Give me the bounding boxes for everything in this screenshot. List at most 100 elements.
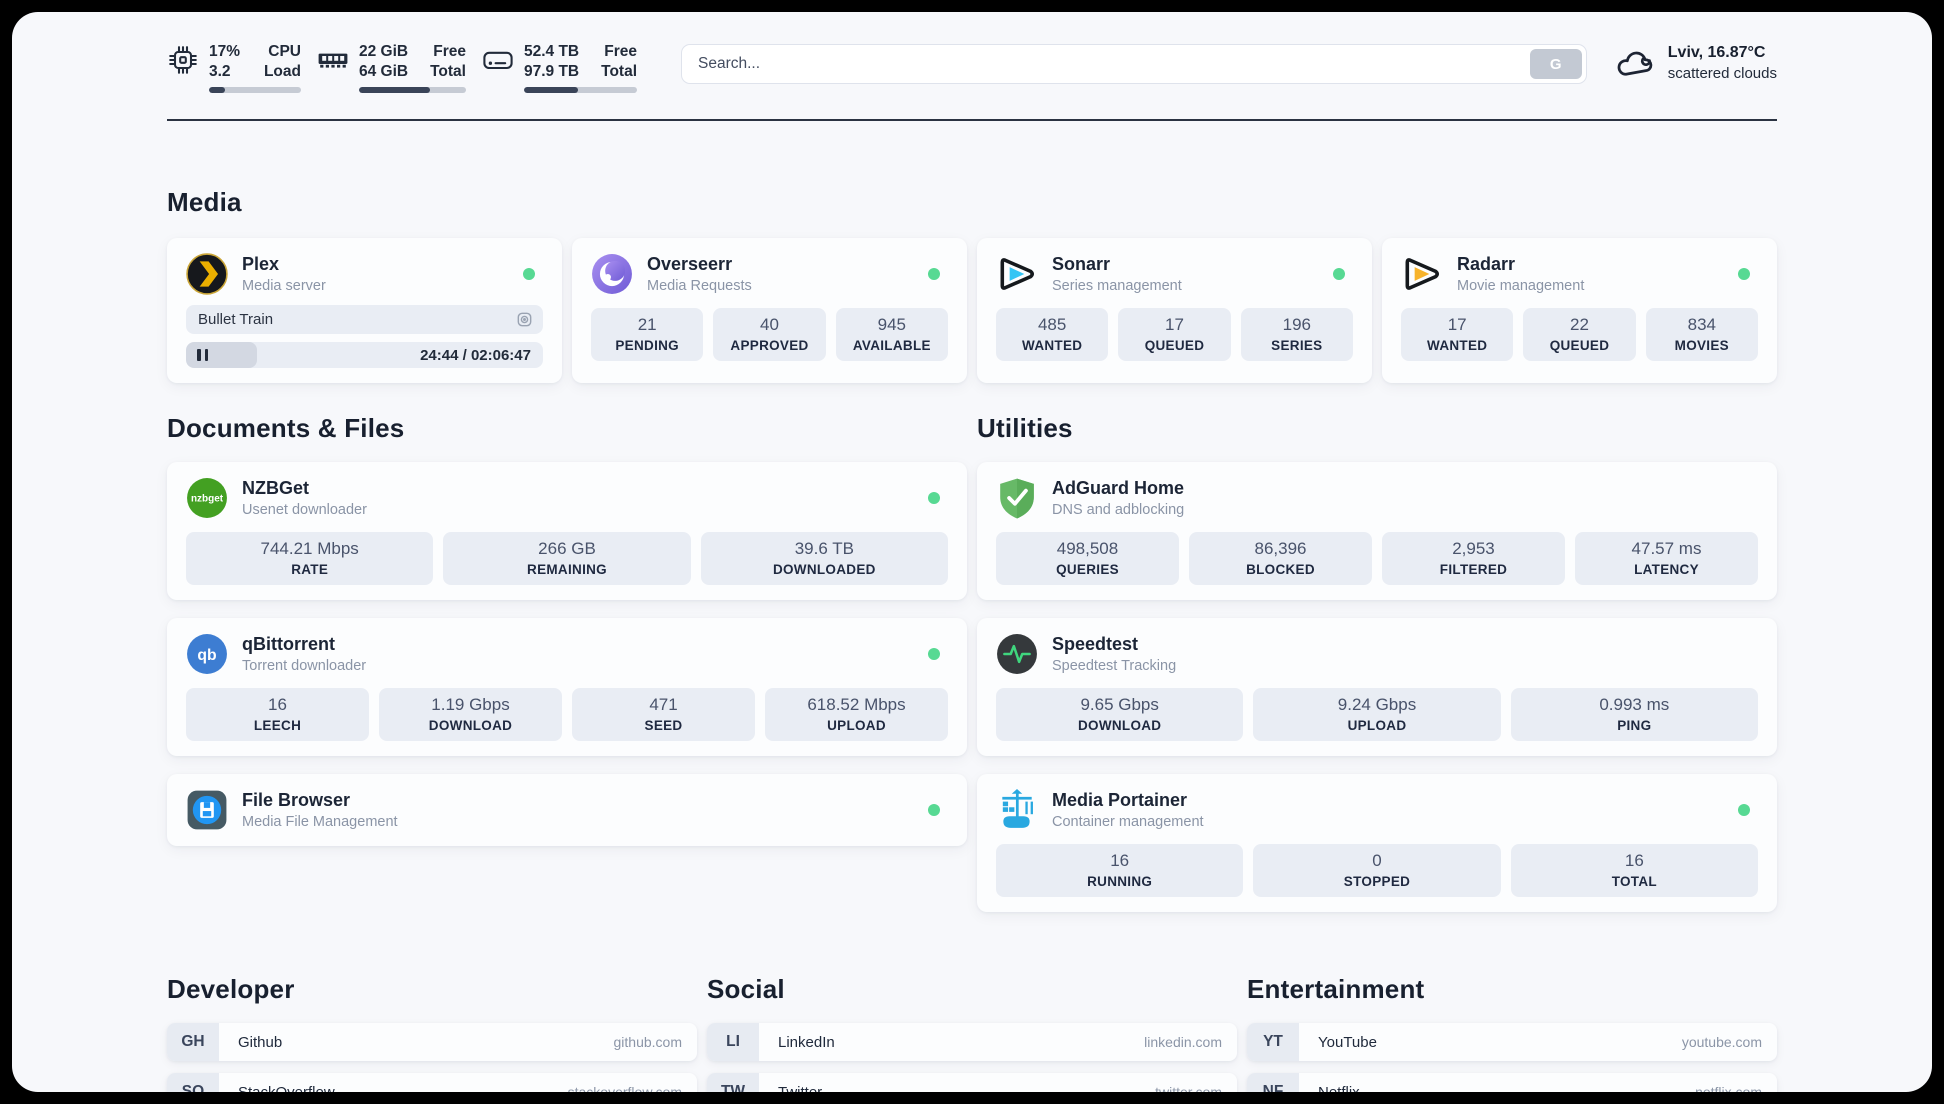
stat-pill-available: 945 AVAILABLE xyxy=(835,308,948,362)
weather-condition: scattered clouds xyxy=(1667,65,1777,82)
stat-pill-wanted: 485 WANTED xyxy=(996,308,1109,362)
stat-value: 0 xyxy=(1372,851,1382,871)
app-card-qbittorrent[interactable]: qb qBittorrent Torrent downloader 16 LEECH 1.… xyxy=(167,618,967,757)
app-title-block: Overseerr Media Requests xyxy=(647,254,752,294)
stat-pill-ping: 0.993 ms PING xyxy=(1510,688,1758,742)
stat-value: 0.993 ms xyxy=(1599,695,1670,715)
bookmark-url: youtube.com xyxy=(1681,1034,1762,1051)
now-playing-title: Bullet Train xyxy=(198,311,274,329)
utilities-section-title: Utilities xyxy=(977,413,1073,444)
bookmark-abbr-badge: GH xyxy=(167,1023,219,1062)
app-title-block: NZBGet Usenet downloader xyxy=(242,478,367,518)
search-engine-button[interactable]: G xyxy=(1529,49,1582,79)
overseerr-icon xyxy=(591,253,633,295)
disk-label-top: Free xyxy=(604,43,637,60)
ram-label-top: Free xyxy=(433,43,466,60)
app-header: nzbget NZBGet Usenet downloader xyxy=(186,477,948,519)
adguard-icon xyxy=(996,477,1038,519)
bookmark-url: linkedin.com xyxy=(1144,1034,1222,1051)
app-card-speedtest[interactable]: Speedtest Speedtest Tracking 9.65 Gbps DOWN… xyxy=(977,618,1777,757)
search-input[interactable] xyxy=(681,44,1587,84)
stat-pill-blocked: 86,396 BLOCKED xyxy=(1189,532,1372,586)
bookmark-group-title: Developer xyxy=(167,974,295,1005)
stat-value: 16 xyxy=(1624,851,1644,871)
stat-pill-total: 16 TOTAL xyxy=(1510,844,1758,898)
disk-progress-bar xyxy=(523,87,637,94)
bookmark-link-linkedin[interactable]: LI LinkedIn linkedin.com xyxy=(707,1023,1237,1062)
stat-value: 47.57 ms xyxy=(1631,539,1702,559)
stat-pill-latency: 47.57 ms LATENCY xyxy=(1575,532,1758,586)
cpu-label-bottom: Load xyxy=(263,63,301,81)
app-title-block: File Browser Media File Management xyxy=(242,790,398,830)
stat-label: BLOCKED xyxy=(1246,562,1315,578)
app-card-filebrowser[interactable]: File Browser Media File Management xyxy=(167,774,967,847)
bookmark-url: github.com xyxy=(613,1034,682,1051)
cpu-label-top: CPU xyxy=(268,43,301,60)
media-player-bar[interactable]: 24:44 / 02:06:47 xyxy=(186,342,543,369)
pause-icon[interactable] xyxy=(197,349,208,362)
app-title-block: Speedtest Speedtest Tracking xyxy=(1052,634,1176,674)
cpu-stat: 17% CPU 3.2 Load xyxy=(167,42,301,94)
app-card-sonarr[interactable]: Sonarr Series management 485 WANTED 17 QUEUED… xyxy=(977,238,1372,384)
stat-pill-movies: 834 MOVIES xyxy=(1645,308,1758,362)
cpu-load-value: 3.2 xyxy=(209,63,231,81)
bookmark-name: YouTube xyxy=(1318,1033,1377,1051)
stat-label: FILTERED xyxy=(1439,562,1508,578)
bookmark-url: stackoverflow.com xyxy=(568,1084,682,1092)
app-stats-row: 498,508 QUERIES 86,396 BLOCKED 2,953 FILTERED… xyxy=(996,532,1758,586)
status-dot-online xyxy=(1738,804,1750,817)
session-icon[interactable] xyxy=(515,310,534,329)
disk-icon xyxy=(482,44,514,76)
app-name: Plex xyxy=(242,254,280,275)
app-title-block: Radarr Movie management xyxy=(1457,254,1584,294)
bookmark-abbr-badge: LI xyxy=(707,1023,759,1062)
app-header: Media Portainer Container management xyxy=(996,789,1758,831)
app-card-adguard[interactable]: AdGuard Home DNS and adblocking 498,508 QUE… xyxy=(977,462,1777,601)
app-header: Plex Media server xyxy=(186,253,543,296)
app-stats-row: 16 LEECH 1.19 Gbps DOWNLOAD 471 SEED 618.52 Mb… xyxy=(186,688,948,742)
bookmark-link-youtube[interactable]: YT YouTube youtube.com xyxy=(1247,1023,1777,1062)
bookmark-group-title: Social xyxy=(707,974,785,1005)
stat-value: 9.65 Gbps xyxy=(1080,695,1159,715)
stat-label: DOWNLOADED xyxy=(772,562,876,578)
app-stats-row: 16 RUNNING 0 STOPPED 16 TOTAL xyxy=(996,844,1758,898)
stat-label: QUEUED xyxy=(1144,338,1205,354)
stat-label: PING xyxy=(1617,718,1652,734)
stat-pill-remaining: 266 GB REMAINING xyxy=(443,532,691,586)
stat-label: WANTED xyxy=(1427,338,1488,354)
app-card-nzbget[interactable]: nzbget NZBGet Usenet downloader 744.21 Mbps… xyxy=(167,462,967,601)
app-stats-row: 744.21 Mbps RATE 266 GB REMAINING 39.6 TB DOW… xyxy=(186,532,948,586)
app-name: NZBGet xyxy=(242,478,309,499)
stat-label: AVAILABLE xyxy=(852,338,931,354)
app-card-overseerr[interactable]: Overseerr Media Requests 21 PENDING 40 APPROV… xyxy=(572,238,967,384)
stat-value: 21 xyxy=(637,315,657,335)
app-card-portainer[interactable]: Media Portainer Container management 16 RUN… xyxy=(977,774,1777,913)
app-card-plex[interactable]: Plex Media server Bullet Train 24:44 / 02:0… xyxy=(167,238,562,384)
stat-label: RUNNING xyxy=(1087,874,1153,890)
app-header: Radarr Movie management xyxy=(1401,253,1758,295)
app-header: Speedtest Speedtest Tracking xyxy=(996,633,1758,675)
stat-pill-series: 196 SERIES xyxy=(1240,308,1353,362)
dashboard-page: 17% CPU 3.2 Load xyxy=(12,12,1932,1092)
documents-section-title: Documents & Files xyxy=(167,413,405,444)
app-header: AdGuard Home DNS and adblocking xyxy=(996,477,1758,519)
bookmark-link-twitter[interactable]: TW Twitter twitter.com xyxy=(707,1073,1237,1092)
bookmark-link-github[interactable]: GH Github github.com xyxy=(167,1023,697,1062)
bookmark-link-netflix[interactable]: NF Netflix netflix.com xyxy=(1247,1073,1777,1092)
sonarr-icon xyxy=(996,253,1038,295)
bookmark-group-social: Social LI LinkedIn linkedin.com TW Twitter twi… xyxy=(707,974,1237,1092)
nzbget-icon: nzbget xyxy=(186,477,228,519)
ram-icon xyxy=(317,44,349,76)
bookmark-link-stackoverflow[interactable]: SO StackOverflow stackoverflow.com xyxy=(167,1073,697,1092)
app-card-radarr[interactable]: Radarr Movie management 17 WANTED 22 QUEUED 83… xyxy=(1382,238,1777,384)
app-description: Container management xyxy=(1052,814,1204,831)
section-utilities: Utilities AdGuard Home DNS and adblocking… xyxy=(977,383,1777,913)
bookmark-group-title: Entertainment xyxy=(1247,974,1425,1005)
stat-pill-upload: 618.52 Mbps UPLOAD xyxy=(765,688,948,742)
disk-stat: 52.4 TB Free 97.9 TB Total xyxy=(482,42,637,94)
disk-total-value: 97.9 TB xyxy=(523,63,580,81)
app-stats-row: 485 WANTED 17 QUEUED 196 SERIES xyxy=(996,308,1353,362)
app-name: File Browser xyxy=(242,790,351,811)
stat-value: 2,953 xyxy=(1452,539,1495,559)
bookmark-name: StackOverflow xyxy=(238,1084,335,1092)
